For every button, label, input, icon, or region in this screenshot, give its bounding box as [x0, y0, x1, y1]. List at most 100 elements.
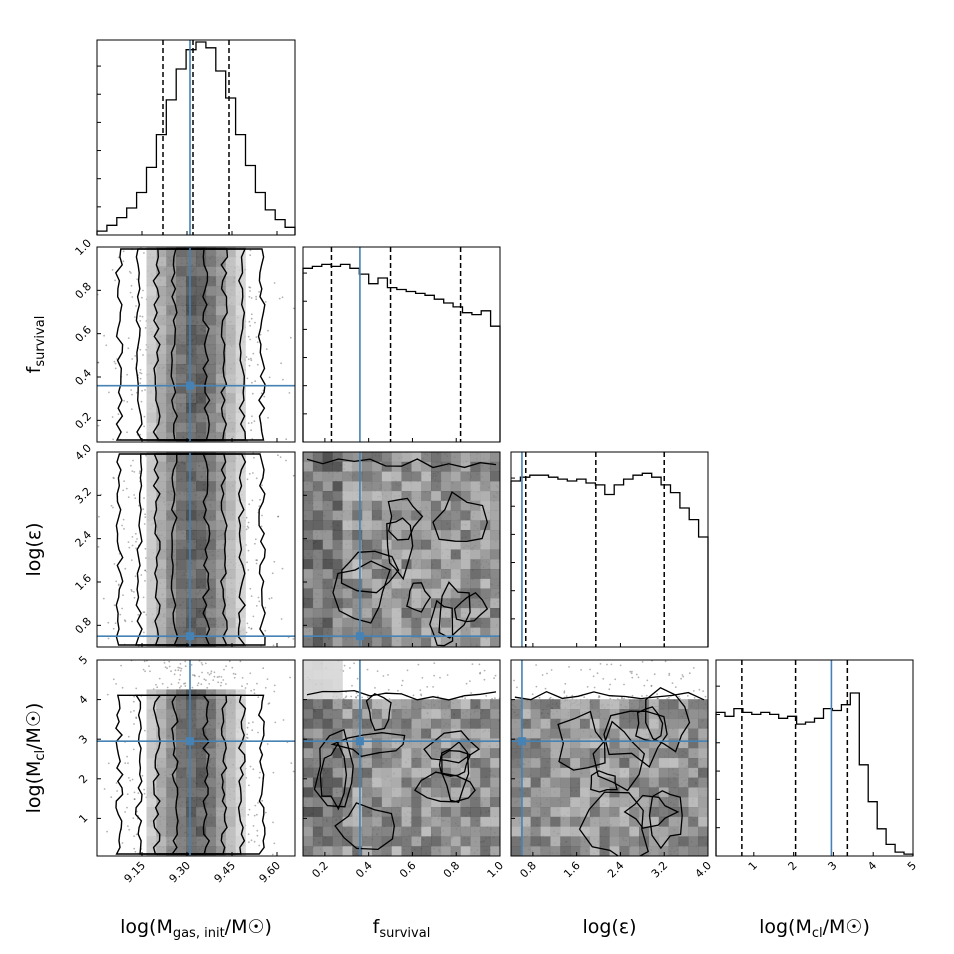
density-cell — [460, 767, 471, 778]
scatter-point — [245, 516, 248, 519]
scatter-point — [125, 487, 128, 490]
density-cell — [391, 777, 402, 788]
density-cell — [401, 637, 412, 647]
density-cell — [176, 383, 187, 394]
scatter-point — [281, 296, 284, 299]
density-cell — [186, 689, 197, 700]
density-cell — [225, 627, 236, 638]
density-cell — [440, 520, 452, 531]
density-cell — [480, 728, 491, 739]
density-cell — [225, 373, 236, 384]
density-cell — [166, 559, 177, 570]
density-cell — [166, 452, 177, 463]
density-cell — [421, 461, 432, 472]
density-cell — [431, 588, 442, 599]
scatter-point — [107, 637, 110, 640]
density-cell — [186, 598, 197, 609]
scatter-point — [140, 400, 143, 403]
density-cell — [303, 660, 314, 671]
density-cell — [225, 403, 236, 414]
density-cell — [322, 689, 333, 700]
density-cell — [186, 718, 197, 729]
density-cell — [156, 598, 167, 609]
scatter-point — [113, 563, 116, 565]
density-cell — [196, 807, 207, 818]
density-cell — [401, 816, 412, 827]
density-cell — [371, 767, 383, 778]
density-cell — [196, 627, 207, 638]
density-cell — [225, 491, 236, 502]
scatter-point — [142, 668, 145, 671]
density-cell — [490, 578, 500, 589]
density-cell — [480, 588, 491, 599]
density-cell — [225, 471, 236, 482]
density-cell — [381, 709, 392, 720]
density-cell — [205, 403, 217, 414]
density-cell — [322, 530, 333, 541]
density-cell — [176, 305, 187, 316]
density-cell — [176, 777, 187, 788]
density-cell — [460, 816, 471, 827]
contour-line — [152, 694, 228, 855]
density-cell — [401, 481, 412, 492]
density-cell — [303, 826, 314, 837]
scatter-point — [121, 524, 123, 527]
scatter-point — [106, 830, 108, 833]
density-cell — [235, 393, 246, 404]
density-cell — [332, 826, 343, 837]
density-cell — [450, 530, 461, 541]
density-cell — [146, 276, 157, 287]
density-cell — [235, 461, 246, 472]
scatter-point — [251, 729, 254, 732]
scatter-point — [254, 542, 256, 545]
density-cell — [431, 530, 442, 541]
density-cell — [312, 787, 324, 798]
density-cell — [215, 354, 226, 365]
scatter-point — [111, 269, 114, 271]
density-cell — [470, 578, 481, 589]
density-cell — [225, 718, 236, 729]
density-cell — [371, 627, 383, 638]
density-cell — [235, 588, 246, 599]
density-cell — [401, 520, 412, 531]
density-cell — [391, 728, 402, 739]
density-cell — [215, 286, 226, 297]
density-cell — [450, 637, 461, 647]
density-cell — [411, 452, 422, 463]
scatter-point — [493, 677, 495, 680]
density-cell — [381, 826, 392, 837]
density-cell — [431, 627, 442, 638]
scatter-point — [285, 438, 288, 441]
scatter-point — [117, 584, 120, 587]
density-cell — [431, 539, 442, 550]
scatter-point — [156, 686, 159, 689]
density-cell — [362, 728, 373, 739]
density-cell — [303, 816, 314, 827]
scatter-point — [247, 358, 250, 361]
density-cell — [205, 826, 217, 837]
density-cell — [146, 617, 157, 628]
density-cell — [176, 471, 187, 482]
density-cell — [480, 836, 491, 847]
scatter-point — [374, 687, 376, 689]
density-cell — [431, 481, 442, 492]
density-cell — [381, 452, 392, 463]
scatter-point — [247, 335, 250, 338]
scatter-point — [173, 673, 176, 676]
scatter-point — [113, 360, 116, 363]
scatter-point — [144, 580, 146, 582]
density-cell — [215, 305, 226, 316]
density-cell — [450, 807, 461, 818]
density-cell — [156, 461, 167, 472]
scatter-point — [97, 361, 100, 364]
density-cell — [490, 617, 500, 628]
scatter-point — [253, 420, 256, 423]
density-cell — [196, 432, 207, 442]
density-cell — [411, 728, 422, 739]
scatter-point — [225, 665, 228, 667]
scatter-point — [631, 670, 633, 673]
density-cell — [322, 846, 333, 856]
scatter-point — [117, 256, 120, 259]
density-cell — [431, 709, 442, 720]
density-cell — [332, 679, 343, 690]
